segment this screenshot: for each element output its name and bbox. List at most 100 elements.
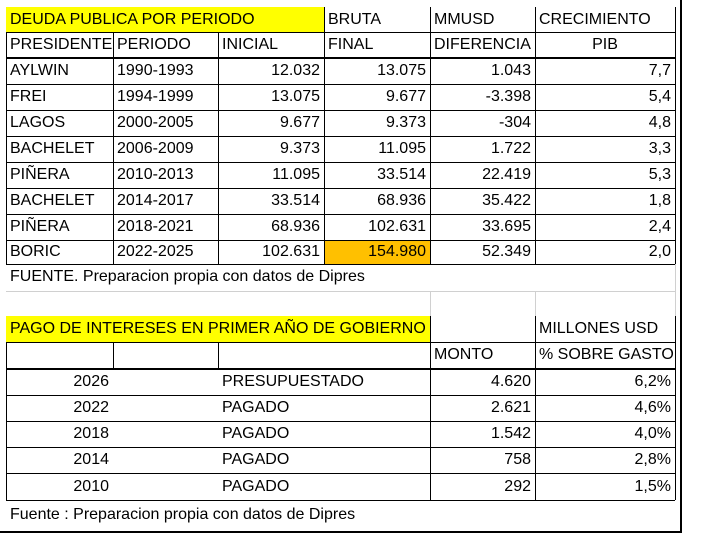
- table1-col-diferencia[interactable]: DIFERENCIA: [434, 36, 531, 53]
- table-cell[interactable]: 11.095: [272, 166, 320, 183]
- table1-header-mmusd[interactable]: MMUSD: [434, 10, 495, 28]
- table-cell[interactable]: PAGADO: [222, 451, 290, 468]
- grid-line: [113, 32, 114, 264]
- table-cell[interactable]: 6,2%: [634, 373, 671, 390]
- table-cell[interactable]: 2018-2021: [117, 218, 194, 235]
- table-cell[interactable]: 1.043: [490, 62, 531, 79]
- table-cell[interactable]: 2010: [73, 477, 109, 495]
- table-cell[interactable]: 1.542: [490, 425, 531, 442]
- grid-line: [6, 110, 675, 111]
- table-cell[interactable]: AYLWIN: [10, 62, 69, 79]
- table2-units-label[interactable]: MILLONES USD: [539, 320, 659, 337]
- table-cell[interactable]: 102.631: [262, 243, 320, 260]
- table-cell[interactable]: 4,8: [648, 114, 671, 131]
- table-cell[interactable]: 9.373: [279, 140, 320, 157]
- table-cell[interactable]: 2000-2005: [117, 114, 194, 131]
- grid-line: [218, 342, 219, 369]
- table-cell[interactable]: BACHELET: [10, 192, 95, 209]
- sheet-gridline: [430, 292, 431, 316]
- table-cell[interactable]: 33.514: [271, 192, 320, 209]
- table-cell[interactable]: 4,0%: [634, 425, 671, 442]
- table-cell[interactable]: 11.095: [378, 140, 426, 157]
- table-cell[interactable]: 33.695: [482, 218, 531, 235]
- table-cell[interactable]: 52.349: [482, 243, 531, 260]
- table-cell[interactable]: PAGADO: [222, 399, 290, 416]
- table-cell[interactable]: 1.722: [490, 140, 531, 157]
- table1-header-bruta[interactable]: BRUTA: [328, 10, 382, 28]
- table-cell[interactable]: PAGADO: [222, 477, 290, 495]
- table-cell[interactable]: FREI: [10, 88, 47, 105]
- table-cell[interactable]: 1,5%: [634, 477, 671, 495]
- grid-line: [113, 342, 114, 369]
- table-cell[interactable]: 5,4: [648, 88, 671, 105]
- table-cell[interactable]: 33.514: [377, 166, 426, 183]
- table-cell[interactable]: 2006-2009: [117, 140, 194, 157]
- table-cell[interactable]: 9.677: [385, 88, 426, 105]
- table2-col-monto[interactable]: MONTO: [434, 346, 494, 363]
- table-cell[interactable]: 68.936: [271, 218, 320, 235]
- right-edge-border: [680, 0, 682, 533]
- table-cell[interactable]: 2022: [73, 399, 109, 416]
- table-cell[interactable]: PIÑERA: [10, 218, 70, 235]
- table2-title[interactable]: PAGO DE INTERESES EN PRIMER AÑO DE GOBIE…: [6, 316, 430, 342]
- highlighted-cell[interactable]: 154.980: [324, 240, 430, 264]
- table1-col-presidente[interactable]: PRESIDENTE: [10, 36, 113, 53]
- table-cell[interactable]: PAGADO: [222, 425, 290, 442]
- table-cell[interactable]: 2,0: [648, 243, 671, 260]
- table1-col-pib[interactable]: PIB: [592, 36, 618, 53]
- table-cell[interactable]: PIÑERA: [10, 166, 70, 183]
- table1-col-inicial[interactable]: INICIAL: [222, 36, 279, 53]
- table-cell[interactable]: BACHELET: [10, 140, 95, 157]
- table-cell[interactable]: LAGOS: [10, 114, 66, 131]
- table-cell[interactable]: 2.621: [490, 399, 531, 416]
- grid-line: [6, 264, 675, 265]
- table-cell[interactable]: -304: [498, 114, 531, 131]
- table-cell[interactable]: 292: [504, 477, 531, 495]
- table-cell[interactable]: 2010-2013: [117, 166, 194, 183]
- grid-line: [6, 500, 675, 501]
- table-cell[interactable]: 5,3: [648, 166, 671, 183]
- table-cell[interactable]: -3.398: [485, 88, 531, 105]
- table1-source-note[interactable]: FUENTE. Preparacion propia con datos de …: [10, 268, 365, 285]
- sheet-gridline: [535, 292, 536, 316]
- table-cell[interactable]: 2022-2025: [117, 243, 194, 260]
- table1-col-final[interactable]: FINAL: [328, 36, 374, 53]
- table-cell[interactable]: 68.936: [377, 192, 426, 209]
- table-cell[interactable]: 2014: [73, 451, 109, 468]
- sheet-gridline: [6, 291, 675, 292]
- table-cell[interactable]: 758: [504, 451, 531, 468]
- grid-line: [6, 473, 675, 474]
- table2-col-pct-gasto[interactable]: % SOBRE GASTO: [539, 346, 674, 363]
- grid-line: [218, 32, 219, 264]
- grid-line: [6, 84, 675, 85]
- table-cell[interactable]: 1,8: [648, 192, 671, 209]
- table-cell[interactable]: 2026: [73, 373, 109, 390]
- table-cell[interactable]: 12.032: [271, 62, 320, 79]
- table-cell[interactable]: 2,4: [648, 218, 671, 235]
- table-cell[interactable]: 4,6%: [634, 399, 671, 416]
- table-cell[interactable]: 9.373: [385, 114, 426, 131]
- table-cell[interactable]: 22.419: [482, 166, 531, 183]
- table-cell[interactable]: 13.075: [271, 88, 320, 105]
- table-cell[interactable]: 102.631: [368, 218, 426, 235]
- table-cell[interactable]: 2,8%: [634, 451, 671, 468]
- table-cell[interactable]: 4.620: [490, 373, 531, 390]
- table-cell[interactable]: 1994-1999: [117, 88, 194, 105]
- table-cell[interactable]: 7,7: [648, 62, 671, 79]
- table-cell[interactable]: 1990-1993: [117, 62, 194, 79]
- table-cell[interactable]: 3,3: [648, 140, 671, 157]
- table1-title[interactable]: DEUDA PUBLICA POR PERIODO: [6, 7, 324, 32]
- table1-col-periodo[interactable]: PERIODO: [117, 36, 191, 53]
- table-cell[interactable]: 13.075: [377, 62, 426, 79]
- grid-line: [675, 7, 676, 264]
- table1-header-crecimiento[interactable]: CRECIMIENTO: [539, 10, 651, 28]
- table-cell[interactable]: 9.677: [279, 114, 320, 131]
- table-cell[interactable]: BORIC: [10, 243, 61, 260]
- grid-line: [324, 7, 325, 264]
- table-cell[interactable]: 35.422: [482, 192, 531, 209]
- table-cell[interactable]: 2014-2017: [117, 192, 194, 209]
- table-cell[interactable]: 2018: [73, 425, 109, 442]
- table-cell[interactable]: PRESUPUESTADO: [222, 373, 364, 390]
- grid-line: [6, 368, 675, 370]
- table2-source-note[interactable]: Fuente : Preparacion propia con datos de…: [10, 506, 356, 523]
